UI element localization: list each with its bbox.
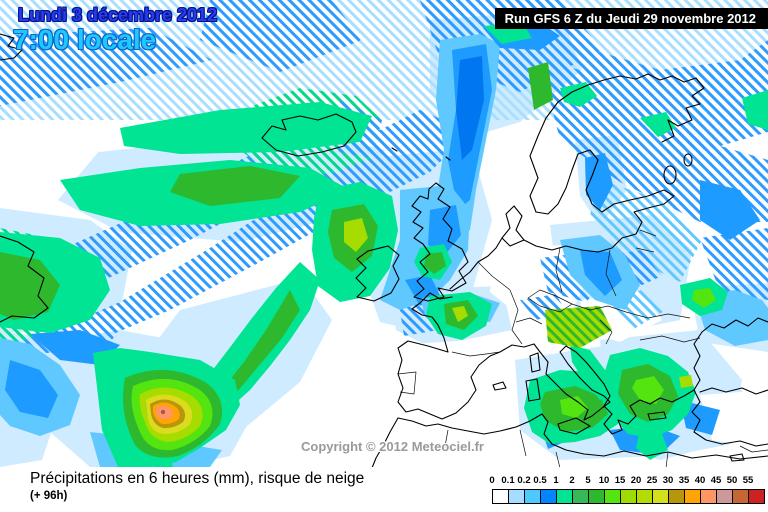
legend-tick-label: 0.2 xyxy=(517,475,531,486)
map-image xyxy=(0,0,768,468)
model-run-info-box: Run GFS 6 Z du Jeudi 29 novembre 2012 xyxy=(494,8,768,29)
legend-tick-label: 30 xyxy=(662,475,674,486)
legend-tick-label: 0 xyxy=(489,475,495,486)
legend-swatch xyxy=(525,489,541,504)
legend-swatch xyxy=(509,489,525,504)
legend-swatch xyxy=(541,489,557,504)
legend-swatch xyxy=(701,489,717,504)
legend-tick-label: 2 xyxy=(569,475,575,486)
legend-tick-label: 1 xyxy=(553,475,559,486)
legend-tick-label: 15 xyxy=(614,475,626,486)
legend-swatch xyxy=(621,489,637,504)
map-caption: Précipitations en 6 heures (mm), risque … xyxy=(30,470,365,487)
legend-tick-label: 0.1 xyxy=(501,475,515,486)
legend-tick-label: 50 xyxy=(726,475,738,486)
legend-swatch xyxy=(653,489,669,504)
legend-tick-label: 5 xyxy=(585,475,591,486)
legend-swatch xyxy=(685,489,701,504)
bottom-bar: Précipitations en 6 heures (mm), risque … xyxy=(0,467,768,512)
legend-swatch xyxy=(605,489,621,504)
legend-swatch xyxy=(492,489,509,504)
legend-swatch xyxy=(749,489,765,504)
legend-swatch xyxy=(557,489,573,504)
legend-tick-label: 40 xyxy=(694,475,706,486)
legend-color-scale xyxy=(492,489,765,504)
legend-tick-label: 55 xyxy=(742,475,754,486)
legend-swatch xyxy=(717,489,733,504)
model-run-info-label: Run GFS 6 Z du Jeudi 29 novembre 2012 xyxy=(504,11,756,26)
legend-swatch xyxy=(637,489,653,504)
forecast-hour-label: (+ 96h) xyxy=(30,490,68,502)
legend: 0 0.1 0.2 0.5 1 2 5 10 15 20 25 30 35 40 45 50 55 xyxy=(487,467,768,512)
legend-tick-label: 20 xyxy=(630,475,642,486)
legend-swatch xyxy=(573,489,589,504)
legend-tick-label: 0.5 xyxy=(533,475,547,486)
legend-labels: 0 0.1 0.2 0.5 1 2 5 10 15 20 25 30 35 40 45 50 55 xyxy=(487,475,768,486)
legend-tick-label: 25 xyxy=(646,475,658,486)
legend-tick-label: 45 xyxy=(710,475,722,486)
legend-tick-label: 10 xyxy=(598,475,610,486)
legend-swatch xyxy=(669,489,685,504)
forecast-date-label: Lundi 3 décembre 2012 xyxy=(18,5,218,25)
legend-swatch xyxy=(589,489,605,504)
legend-swatch xyxy=(733,489,749,504)
legend-tick-label: 35 xyxy=(678,475,690,486)
copyright-watermark: Copyright © 2012 Meteociel.fr xyxy=(301,439,484,454)
forecast-time-label: 7:00 locale xyxy=(13,24,157,55)
precipitation-map: Lundi 3 décembre 2012 7:00 locale Run GF… xyxy=(0,0,768,468)
